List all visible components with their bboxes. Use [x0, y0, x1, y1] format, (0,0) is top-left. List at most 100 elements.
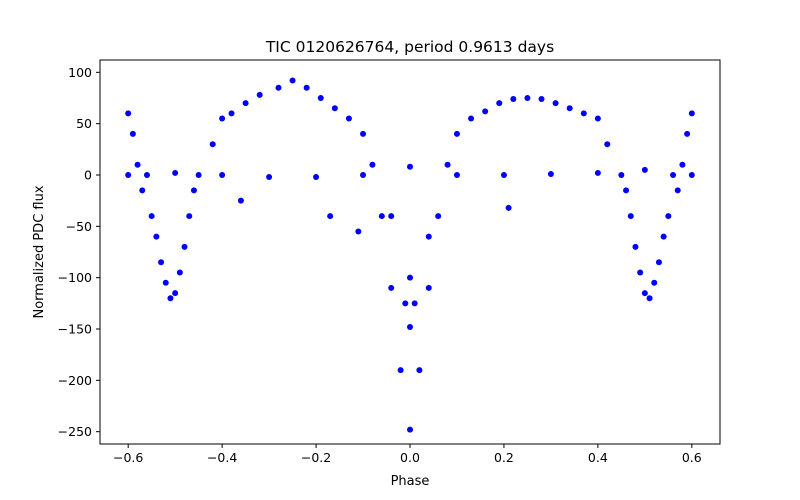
x-tick-label: −0.6 — [113, 450, 143, 465]
data-point — [416, 367, 423, 374]
data-point — [139, 187, 146, 194]
data-point — [566, 105, 573, 112]
data-point — [453, 130, 460, 137]
x-tick-label: 0.0 — [400, 450, 420, 465]
data-point — [524, 94, 531, 101]
y-axis-ticks: −250 −200 −150 −100 −50 0 50 100 — [58, 65, 100, 439]
data-point — [552, 100, 559, 107]
data-point — [670, 171, 677, 178]
data-point — [209, 141, 216, 148]
data-point — [641, 166, 648, 173]
data-point — [627, 213, 634, 220]
data-point — [623, 187, 630, 194]
data-point — [580, 110, 587, 117]
data-point — [665, 213, 672, 220]
data-point — [425, 233, 432, 240]
x-tick-label: 0.4 — [588, 450, 608, 465]
x-tick-label: −0.2 — [301, 450, 331, 465]
data-point — [195, 171, 202, 178]
data-point — [688, 171, 695, 178]
data-point — [331, 105, 338, 112]
data-point — [219, 115, 226, 122]
data-point — [632, 243, 639, 250]
data-point — [327, 213, 334, 220]
data-point — [369, 161, 376, 168]
data-point — [378, 213, 385, 220]
data-point — [129, 130, 136, 137]
data-point — [547, 170, 554, 177]
data-point — [411, 300, 418, 307]
y-tick-label: 0 — [84, 167, 92, 182]
data-point — [242, 100, 249, 107]
data-point — [407, 426, 413, 433]
data-point — [604, 141, 611, 148]
data-point — [167, 295, 174, 302]
data-point — [468, 115, 475, 122]
data-point — [594, 169, 601, 176]
data-point — [505, 204, 512, 211]
data-point — [674, 187, 681, 194]
data-point — [594, 115, 601, 122]
data-point — [655, 259, 662, 266]
data-point — [153, 233, 160, 240]
data-point — [158, 259, 165, 266]
data-point — [172, 290, 179, 297]
x-axis-ticks: −0.6 −0.4 −0.2 0.0 0.2 0.4 0.6 — [113, 444, 702, 465]
data-point — [190, 187, 197, 194]
data-point — [345, 115, 352, 122]
data-point — [646, 295, 653, 302]
data-point — [143, 171, 150, 178]
y-tick-label: −250 — [58, 424, 92, 439]
data-point — [256, 91, 263, 98]
y-tick-label: 50 — [76, 116, 92, 131]
x-tick-label: 0.6 — [682, 450, 702, 465]
data-point — [453, 171, 460, 178]
data-point — [275, 84, 282, 91]
data-point — [228, 110, 235, 117]
data-point — [435, 213, 442, 220]
data-point — [313, 174, 320, 181]
data-point — [688, 110, 695, 117]
y-tick-label: −100 — [58, 270, 92, 285]
data-point — [407, 323, 413, 330]
data-point — [388, 284, 395, 291]
y-axis-label: Normalized PDC flux — [32, 185, 47, 318]
data-point — [397, 367, 404, 374]
data-point — [641, 290, 648, 297]
data-point — [496, 100, 503, 107]
y-tick-label: −200 — [58, 373, 92, 388]
data-point — [482, 108, 489, 115]
data-point — [317, 94, 324, 101]
data-point — [402, 300, 409, 307]
data-point — [637, 269, 644, 276]
data-point — [172, 169, 179, 176]
data-point — [510, 96, 517, 103]
data-point — [134, 161, 141, 168]
data-point — [500, 171, 507, 178]
data-point — [444, 161, 451, 168]
data-point — [618, 171, 625, 178]
x-axis-label: Phase — [391, 474, 430, 489]
data-point — [237, 197, 244, 204]
x-tick-label: −0.4 — [207, 450, 237, 465]
data-point — [684, 130, 691, 137]
data-point — [388, 213, 395, 220]
y-tick-label: −150 — [58, 322, 92, 337]
data-point — [219, 171, 226, 178]
data-point — [162, 279, 169, 286]
data-point — [425, 284, 432, 291]
data-point — [125, 171, 132, 178]
data-point — [651, 279, 658, 286]
data-point — [538, 96, 545, 103]
data-point — [181, 243, 188, 250]
data-point — [303, 84, 310, 91]
data-point — [125, 110, 132, 117]
data-point — [266, 174, 273, 181]
data-point — [407, 163, 413, 170]
data-point — [679, 161, 686, 168]
data-point — [148, 213, 155, 220]
data-point — [660, 233, 667, 240]
x-tick-label: 0.2 — [494, 450, 514, 465]
